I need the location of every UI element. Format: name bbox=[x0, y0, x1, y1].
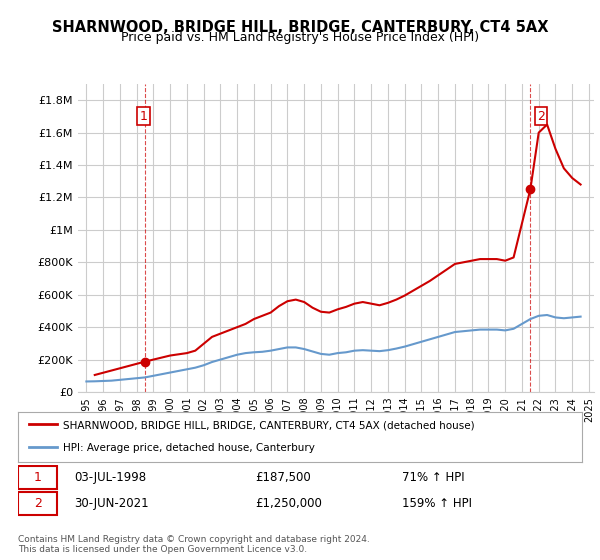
Text: 2: 2 bbox=[537, 110, 545, 123]
FancyBboxPatch shape bbox=[18, 492, 58, 515]
Text: SHARNWOOD, BRIDGE HILL, BRIDGE, CANTERBURY, CT4 5AX (detached house): SHARNWOOD, BRIDGE HILL, BRIDGE, CANTERBU… bbox=[63, 420, 475, 430]
Text: Contains HM Land Registry data © Crown copyright and database right 2024.
This d: Contains HM Land Registry data © Crown c… bbox=[18, 535, 370, 554]
Text: 30-JUN-2021: 30-JUN-2021 bbox=[74, 497, 149, 510]
Text: 1: 1 bbox=[34, 471, 41, 484]
Text: 2: 2 bbox=[34, 497, 41, 510]
Text: 03-JUL-1998: 03-JUL-1998 bbox=[74, 471, 146, 484]
Text: HPI: Average price, detached house, Canterbury: HPI: Average price, detached house, Cant… bbox=[63, 443, 315, 453]
Text: 159% ↑ HPI: 159% ↑ HPI bbox=[401, 497, 472, 510]
Text: Price paid vs. HM Land Registry's House Price Index (HPI): Price paid vs. HM Land Registry's House … bbox=[121, 31, 479, 44]
Text: SHARNWOOD, BRIDGE HILL, BRIDGE, CANTERBURY, CT4 5AX: SHARNWOOD, BRIDGE HILL, BRIDGE, CANTERBU… bbox=[52, 20, 548, 35]
Text: £1,250,000: £1,250,000 bbox=[255, 497, 322, 510]
FancyBboxPatch shape bbox=[18, 466, 58, 489]
Text: 1: 1 bbox=[140, 110, 148, 123]
Text: 71% ↑ HPI: 71% ↑ HPI bbox=[401, 471, 464, 484]
Text: £187,500: £187,500 bbox=[255, 471, 311, 484]
